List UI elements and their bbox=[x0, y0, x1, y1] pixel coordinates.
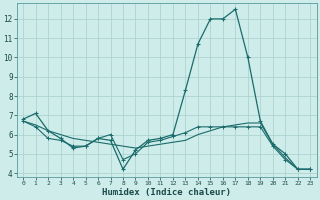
X-axis label: Humidex (Indice chaleur): Humidex (Indice chaleur) bbox=[102, 188, 231, 197]
